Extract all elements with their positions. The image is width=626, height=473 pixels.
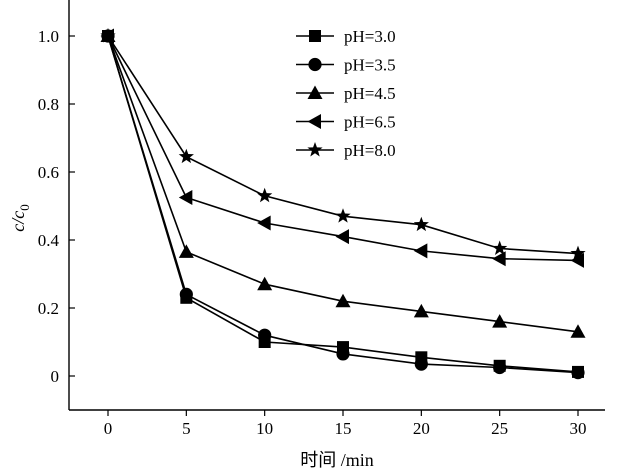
data-point — [570, 245, 586, 261]
legend-label: pH=6.5 — [344, 113, 396, 132]
legend-item: pH=8.0 — [296, 141, 396, 160]
data-point — [413, 216, 429, 232]
data-point — [492, 251, 506, 267]
series-line — [107, 35, 579, 333]
y-tick-label: 0.4 — [38, 231, 60, 250]
data-point — [335, 293, 351, 308]
chart-axes — [68, 0, 605, 411]
y-tick-label: 0.8 — [38, 95, 59, 114]
legend-label: pH=3.0 — [344, 27, 396, 46]
data-point — [413, 303, 429, 318]
legend-label: pH=8.0 — [344, 141, 396, 160]
series-circle — [101, 29, 585, 380]
y-axis-title-subscript: 0 — [17, 204, 32, 211]
data-point — [178, 190, 193, 205]
data-point — [257, 187, 273, 203]
series-square — [102, 30, 584, 378]
legend-marker — [309, 30, 321, 42]
data-point — [414, 357, 428, 371]
legend-label: pH=3.5 — [344, 56, 396, 75]
x-tick-label: 0 — [104, 419, 113, 438]
data-point — [179, 287, 193, 301]
data-point — [257, 215, 271, 231]
data-point — [413, 243, 428, 259]
y-ticks: 0 0.2 0.4 0.6 0.8 1.0 — [38, 27, 75, 386]
x-tick-label: 10 — [256, 419, 273, 438]
y-tick-label: 0 — [51, 367, 60, 386]
data-point — [335, 229, 349, 245]
series-triangle-left — [100, 28, 584, 268]
y-axis-title: c/c0 — [8, 204, 32, 231]
legend-item: pH=4.5 — [296, 84, 396, 103]
x-tick-label: 20 — [413, 419, 430, 438]
data-point — [570, 324, 586, 338]
series-line — [107, 35, 579, 373]
data-point — [492, 240, 508, 255]
data-point — [257, 276, 273, 291]
data-point — [100, 28, 116, 43]
legend-marker — [307, 114, 321, 129]
data-point — [493, 360, 507, 375]
legend-item: pH=3.5 — [296, 56, 396, 75]
y-axis-title-main: c/c — [8, 211, 28, 232]
y-tick-label: 0.6 — [38, 163, 59, 182]
x-tick-label: 30 — [570, 419, 587, 438]
legend-label: pH=4.5 — [344, 84, 396, 103]
data-point — [335, 208, 351, 223]
legend-marker — [307, 142, 323, 157]
y-tick-label: 1.0 — [38, 27, 59, 46]
series-group — [100, 28, 586, 380]
data-point — [178, 244, 194, 258]
series-line — [107, 35, 579, 255]
data-point — [258, 328, 272, 342]
x-tick-label: 25 — [491, 419, 508, 438]
x-tick-label: 15 — [335, 419, 352, 438]
legend: pH=3.0 pH=3.5 pH=4.5 pH=6.5 pH=8.0 — [296, 27, 396, 160]
series-line — [107, 35, 579, 262]
data-point — [336, 347, 350, 361]
legend-marker — [307, 85, 323, 99]
x-axis-title: 时间 /min — [300, 450, 374, 470]
x-ticks: 0 5 10 15 20 25 30 — [104, 410, 587, 438]
series-star — [100, 28, 586, 261]
data-point — [178, 148, 194, 164]
data-point — [571, 366, 585, 380]
legend-item: pH=6.5 — [296, 113, 396, 132]
legend-marker — [308, 57, 322, 72]
data-point — [492, 314, 508, 328]
legend-item: pH=3.0 — [296, 27, 396, 46]
x-tick-label: 5 — [182, 419, 191, 438]
y-tick-label: 0.2 — [38, 299, 59, 318]
series-triangle-up — [100, 28, 586, 338]
